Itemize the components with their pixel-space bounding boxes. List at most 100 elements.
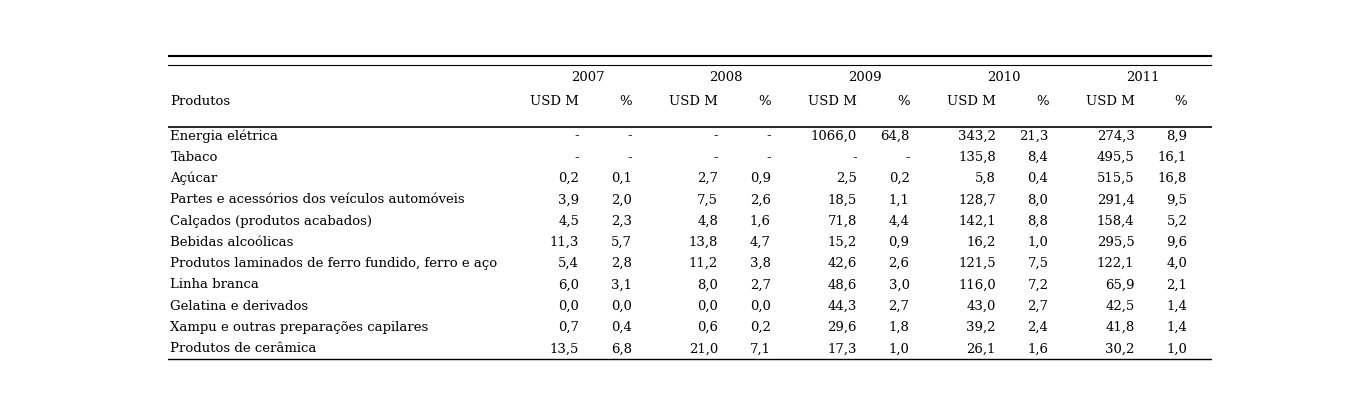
Text: Bebidas alcoólicas: Bebidas alcoólicas [171,236,294,249]
Text: 121,5: 121,5 [958,257,995,270]
Text: 17,3: 17,3 [827,342,857,356]
Text: 21,3: 21,3 [1020,129,1048,143]
Text: 1,8: 1,8 [889,321,909,334]
Text: 0,9: 0,9 [750,172,770,185]
Text: 2,3: 2,3 [612,215,632,228]
Text: 42,6: 42,6 [827,257,857,270]
Text: 11,3: 11,3 [550,236,579,249]
Text: -: - [628,129,632,143]
Text: 0,0: 0,0 [698,300,718,313]
Text: -: - [628,151,632,164]
Text: 5,2: 5,2 [1167,215,1187,228]
Text: 158,4: 158,4 [1096,215,1134,228]
Text: -: - [714,129,718,143]
Text: 2008: 2008 [710,71,744,84]
Text: 1,4: 1,4 [1167,300,1187,313]
Text: 71,8: 71,8 [827,215,857,228]
Text: 0,2: 0,2 [750,321,770,334]
Text: 2,0: 2,0 [612,193,632,206]
Text: 4,5: 4,5 [558,215,579,228]
Text: 0,2: 0,2 [558,172,579,185]
Text: 2011: 2011 [1126,71,1160,84]
Text: USD M: USD M [669,95,718,108]
Text: USD M: USD M [947,95,995,108]
Text: 0,2: 0,2 [889,172,909,185]
Text: -: - [575,129,579,143]
Text: %: % [1175,95,1187,108]
Text: 16,1: 16,1 [1158,151,1187,164]
Text: 43,0: 43,0 [966,300,995,313]
Text: 29,6: 29,6 [827,321,857,334]
Text: 16,2: 16,2 [966,236,995,249]
Text: 41,8: 41,8 [1106,321,1134,334]
Text: USD M: USD M [531,95,579,108]
Text: 1,0: 1,0 [1167,342,1187,356]
Text: 3,9: 3,9 [558,193,579,206]
Text: 44,3: 44,3 [827,300,857,313]
Text: 274,3: 274,3 [1096,129,1134,143]
Text: Linha branca: Linha branca [171,278,260,291]
Text: 122,1: 122,1 [1096,257,1134,270]
Text: 6,8: 6,8 [612,342,632,356]
Text: USD M: USD M [1086,95,1134,108]
Text: 1,0: 1,0 [1028,236,1048,249]
Text: 0,6: 0,6 [696,321,718,334]
Text: 8,0: 8,0 [698,278,718,291]
Text: Energia elétrica: Energia elétrica [171,129,279,143]
Text: Gelatina e derivados: Gelatina e derivados [171,300,308,313]
Text: 0,4: 0,4 [1028,172,1048,185]
Text: 13,5: 13,5 [550,342,579,356]
Text: 1,0: 1,0 [889,342,909,356]
Text: 0,0: 0,0 [558,300,579,313]
Text: 343,2: 343,2 [958,129,995,143]
Text: -: - [853,151,857,164]
Text: Produtos laminados de ferro fundido, ferro e aço: Produtos laminados de ferro fundido, fer… [171,257,497,270]
Text: 7,5: 7,5 [696,193,718,206]
Text: 8,0: 8,0 [1028,193,1048,206]
Text: 0,0: 0,0 [612,300,632,313]
Text: -: - [575,151,579,164]
Text: 3,1: 3,1 [612,278,632,291]
Text: 4,4: 4,4 [889,215,909,228]
Text: 2010: 2010 [987,71,1021,84]
Text: 5,4: 5,4 [558,257,579,270]
Text: 2,7: 2,7 [750,278,770,291]
Text: 295,5: 295,5 [1096,236,1134,249]
Text: 2,4: 2,4 [1028,321,1048,334]
Text: 7,1: 7,1 [750,342,770,356]
Text: %: % [1036,95,1048,108]
Text: 15,2: 15,2 [827,236,857,249]
Text: 2007: 2007 [571,71,605,84]
Text: USD M: USD M [808,95,857,108]
Text: 0,4: 0,4 [612,321,632,334]
Text: 2,1: 2,1 [1167,278,1187,291]
Text: 26,1: 26,1 [966,342,995,356]
Text: -: - [905,151,909,164]
Text: Xampu e outras preparações capilares: Xampu e outras preparações capilares [171,321,428,334]
Text: 0,9: 0,9 [889,236,909,249]
Text: 16,8: 16,8 [1158,172,1187,185]
Text: 64,8: 64,8 [880,129,909,143]
Text: 1,1: 1,1 [889,193,909,206]
Text: 1,4: 1,4 [1167,321,1187,334]
Text: 2,7: 2,7 [1028,300,1048,313]
Text: 8,9: 8,9 [1167,129,1187,143]
Text: 4,0: 4,0 [1167,257,1187,270]
Text: 4,8: 4,8 [698,215,718,228]
Text: 2,8: 2,8 [612,257,632,270]
Text: 116,0: 116,0 [958,278,995,291]
Text: 7,2: 7,2 [1028,278,1048,291]
Text: 291,4: 291,4 [1096,193,1134,206]
Text: 8,8: 8,8 [1028,215,1048,228]
Text: 142,1: 142,1 [958,215,995,228]
Text: 4,7: 4,7 [750,236,770,249]
Text: 128,7: 128,7 [958,193,995,206]
Text: Açúcar: Açúcar [171,172,218,185]
Text: 18,5: 18,5 [827,193,857,206]
Text: 1066,0: 1066,0 [811,129,857,143]
Text: 495,5: 495,5 [1096,151,1134,164]
Text: 2,6: 2,6 [750,193,770,206]
Text: Tabaco: Tabaco [171,151,218,164]
Text: 2,6: 2,6 [889,257,909,270]
Text: %: % [758,95,770,108]
